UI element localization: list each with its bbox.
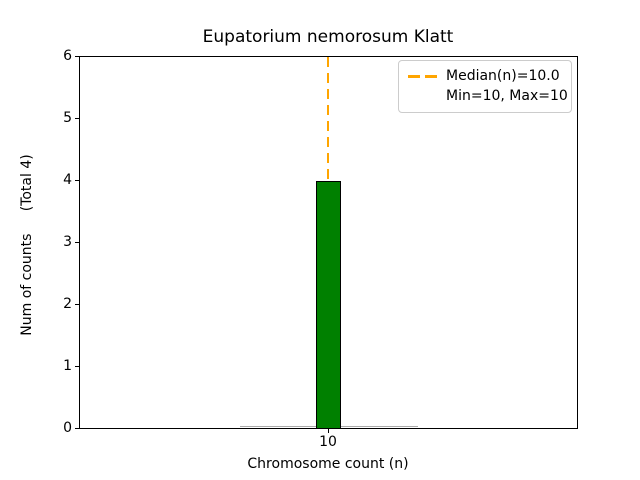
chart-title: Eupatorium nemorosum Klatt [202,27,454,47]
legend-marker-blank [408,95,437,98]
y-tick-mark [75,56,79,57]
legend-label-minmax: Min=10, Max=10 [446,88,568,104]
histogram-bar [316,181,341,428]
legend-entry-median: Median(n)=10.0 [408,66,562,86]
y-tick-mark [75,428,79,429]
y-tick-label: 4 [63,172,72,188]
legend-entry-minmax: Min=10, Max=10 [408,86,568,106]
y-tick-label: 1 [63,358,72,374]
dashed-line-icon [408,74,437,78]
y-tick-label: 5 [63,110,72,126]
legend: Median(n)=10.0 Min=10, Max=10 [398,60,572,113]
plot-area [79,56,578,429]
y-tick-mark [75,366,79,367]
x-axis-label: Chromosome count (n) [247,456,409,472]
y-tick-mark [75,118,79,119]
y-tick-mark [75,242,79,243]
legend-label-median: Median(n)=10.0 [446,68,560,84]
y-tick-mark [75,180,79,181]
y-tick-label: 0 [63,420,72,436]
x-tick-mark [328,429,329,433]
y-tick-mark [75,304,79,305]
y-tick-label: 2 [63,296,72,312]
y-axis-label-text: Num of counts (Total 4) [19,154,35,336]
y-tick-label: 3 [63,234,72,250]
x-tick-label: 10 [319,434,337,450]
y-tick-label: 6 [63,48,72,64]
